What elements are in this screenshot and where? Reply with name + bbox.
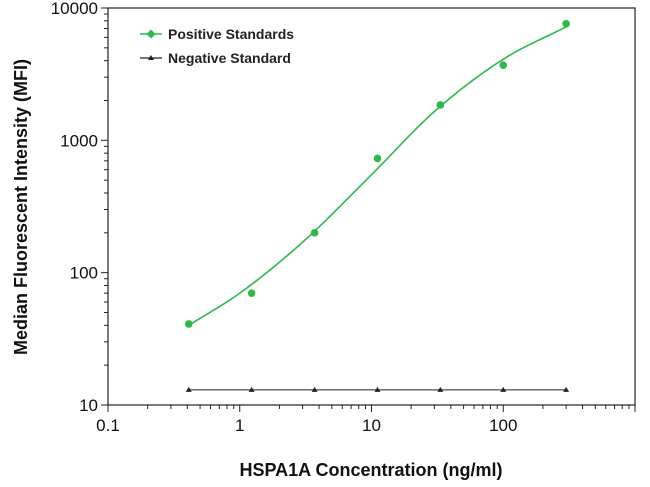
data-points: [184, 19, 570, 392]
y-tick-label: 100: [70, 264, 98, 283]
negative-standard-point: [500, 386, 507, 392]
legend-positive-marker: [146, 29, 156, 39]
fit-curve: [188, 26, 567, 327]
positive-standard-point: [499, 61, 508, 69]
axis-ticks: 0.1 1 10 100 10 100 1000 10000: [51, 0, 636, 435]
x-tick-label: 10: [362, 416, 381, 435]
positive-standards-fit-line: [188, 26, 567, 327]
positive-standard-point: [373, 154, 382, 163]
x-tick-label: 1: [235, 416, 244, 435]
positive-standard-point: [247, 289, 256, 297]
negative-standard-point: [311, 386, 318, 392]
negative-standard-point: [185, 386, 192, 392]
x-tick-label: 0.1: [96, 416, 120, 435]
legend-negative-label: Negative Standard: [168, 50, 291, 66]
negative-standard-point: [437, 386, 444, 392]
negative-standard-point: [248, 386, 255, 392]
legend-positive-label: Positive Standards: [168, 26, 294, 42]
positive-standard-point: [184, 320, 193, 328]
y-tick-label: 1000: [60, 131, 98, 150]
legend: Positive Standards Negative Standard: [140, 26, 294, 66]
positive-standard-point: [562, 19, 570, 28]
legend-negative-marker: [148, 55, 154, 60]
y-axis-title: Median Fluorescent Intensity (MFI): [11, 59, 31, 355]
negative-standard-point: [374, 386, 381, 392]
y-tick-label: 10: [79, 396, 98, 415]
x-axis-title: HSPA1A Concentration (ng/ml): [239, 460, 502, 480]
positive-standard-point: [310, 229, 319, 237]
y-tick-label: 10000: [51, 0, 98, 18]
positive-standard-point: [436, 101, 445, 109]
x-tick-label: 100: [489, 416, 517, 435]
negative-standard-point: [563, 386, 570, 392]
plot-area: [107, 7, 636, 406]
